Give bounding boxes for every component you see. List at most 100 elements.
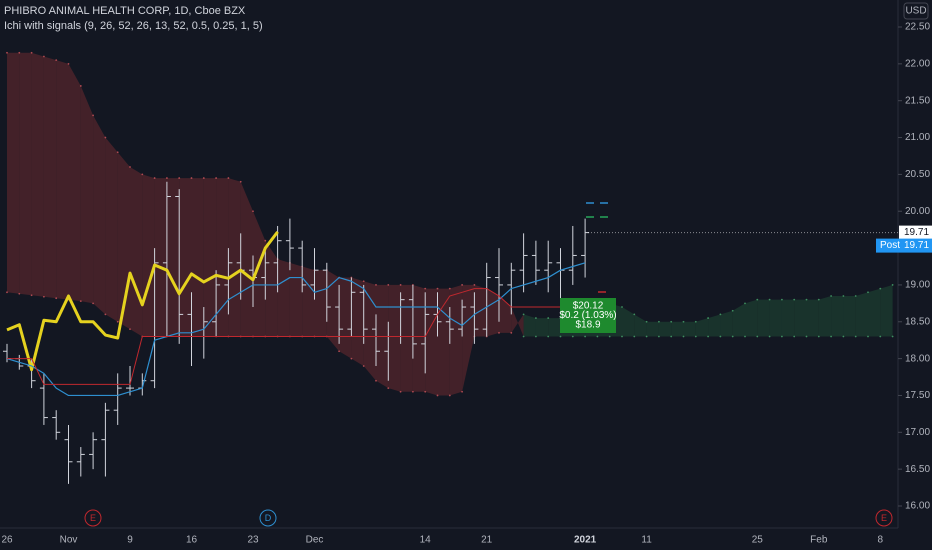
x-tick-label: 2021 — [574, 535, 597, 546]
signal-box — [560, 298, 616, 333]
cloud-segment — [289, 262, 303, 337]
event-marker[interactable] — [875, 509, 893, 527]
cloud-dot — [522, 313, 525, 316]
cloud-segment — [314, 270, 327, 337]
cloud-dot — [658, 320, 660, 323]
cloud-dot — [694, 335, 697, 338]
cloud-dot — [707, 335, 709, 338]
cloud-dot — [621, 306, 623, 308]
cloud-dot — [178, 177, 181, 179]
cloud-dot — [608, 335, 611, 338]
cloud-segment — [462, 284, 475, 392]
cloud-segment — [757, 299, 770, 337]
post-label: Post — [880, 240, 900, 251]
cloud-segment — [806, 299, 819, 337]
cloud-segment — [880, 284, 893, 337]
cloud-segment — [80, 85, 94, 304]
cloud-dot — [830, 335, 832, 338]
x-tick-label: 8 — [878, 535, 884, 546]
cloud-dot — [658, 335, 660, 338]
cloud-dot — [867, 291, 869, 294]
x-tick-label: 23 — [247, 535, 259, 546]
cloud-segment — [277, 259, 290, 337]
cloud-segment — [671, 321, 684, 337]
cloud-segment — [843, 295, 856, 337]
y-tick-label: 18.00 — [905, 353, 930, 364]
cloud-dot — [817, 298, 820, 301]
cloud-segment — [43, 56, 57, 299]
y-tick-label: 21.00 — [905, 132, 930, 143]
cloud-dot — [43, 55, 45, 58]
y-tick-label: 17.50 — [905, 390, 930, 401]
cloud-dot — [793, 298, 796, 301]
x-tick-label: 25 — [752, 535, 764, 546]
cloud-segment — [634, 314, 647, 337]
cloud-dot — [338, 350, 340, 353]
cloud-segment — [302, 266, 315, 337]
cloud-dot — [756, 335, 759, 338]
signal-stop: $18.9 — [575, 320, 600, 331]
cloud-dot — [817, 335, 820, 338]
cloud-dot — [92, 114, 94, 117]
cloud-dot — [682, 320, 685, 323]
cloud-dot — [215, 177, 218, 179]
signal-dashes — [586, 202, 608, 293]
cloud-dot — [424, 390, 427, 393]
event-marker[interactable] — [84, 509, 102, 527]
plot — [3, 51, 894, 484]
y-tick-label: 20.50 — [905, 169, 930, 180]
post-tag — [876, 238, 932, 253]
cloud-dot — [645, 335, 648, 338]
cloud-segment — [683, 321, 696, 337]
cloud-dot — [719, 313, 722, 316]
last-price: 19.71 — [904, 227, 929, 238]
cloud-segment — [253, 211, 266, 337]
cloud-dot — [473, 284, 476, 286]
cloud-segment — [548, 318, 561, 337]
cloud-segment — [339, 277, 352, 359]
currency[interactable]: USD — [905, 6, 926, 17]
cloud-dot — [79, 300, 82, 303]
cloud-dot — [448, 287, 451, 290]
cloud-segment — [19, 52, 32, 296]
cloud-dot — [867, 335, 869, 338]
cloud-segment — [142, 174, 155, 337]
cloud-dot — [547, 317, 550, 319]
cloud-dot — [731, 335, 734, 338]
cloud-dot — [153, 177, 156, 179]
cloud-segment — [732, 303, 745, 337]
cloud-segment — [535, 318, 549, 337]
currency-box[interactable] — [903, 2, 929, 20]
cloud-segment — [486, 288, 499, 337]
cloud-segment — [166, 178, 180, 337]
chart-title: PHIBRO ANIMAL HEALTH CORP, 1D, Cboe BZX — [4, 5, 246, 17]
cloud-segment — [265, 240, 278, 337]
cloud-dot — [571, 335, 574, 338]
x-tick-label: 26 — [1, 535, 13, 546]
cloud-dot — [891, 335, 894, 338]
cloud-dot — [116, 151, 119, 154]
cloud-dot — [129, 166, 131, 168]
cloud-dot — [30, 51, 33, 54]
cloud-dot — [461, 390, 463, 393]
cloud-dot — [879, 335, 882, 338]
event-label: E — [881, 513, 887, 523]
cloud-dot — [805, 298, 808, 301]
cloud-dot — [116, 320, 119, 323]
cloud-dot — [621, 335, 623, 338]
cloud-dot — [707, 317, 709, 319]
cloud-segment — [326, 270, 340, 352]
cloud-dot — [387, 284, 390, 286]
cloud-dot — [129, 328, 131, 331]
cloud-dot — [43, 295, 45, 298]
cloud-dot — [744, 335, 746, 338]
post-price: 19.71 — [904, 240, 929, 251]
y-tick-label: 18.50 — [905, 316, 930, 327]
cloud-segment — [646, 321, 659, 337]
cloud-dot — [535, 317, 537, 319]
event-marker[interactable] — [259, 509, 277, 527]
cloud-segment — [388, 284, 401, 392]
cloud-segment — [154, 178, 167, 337]
cloud-segment — [708, 314, 721, 337]
